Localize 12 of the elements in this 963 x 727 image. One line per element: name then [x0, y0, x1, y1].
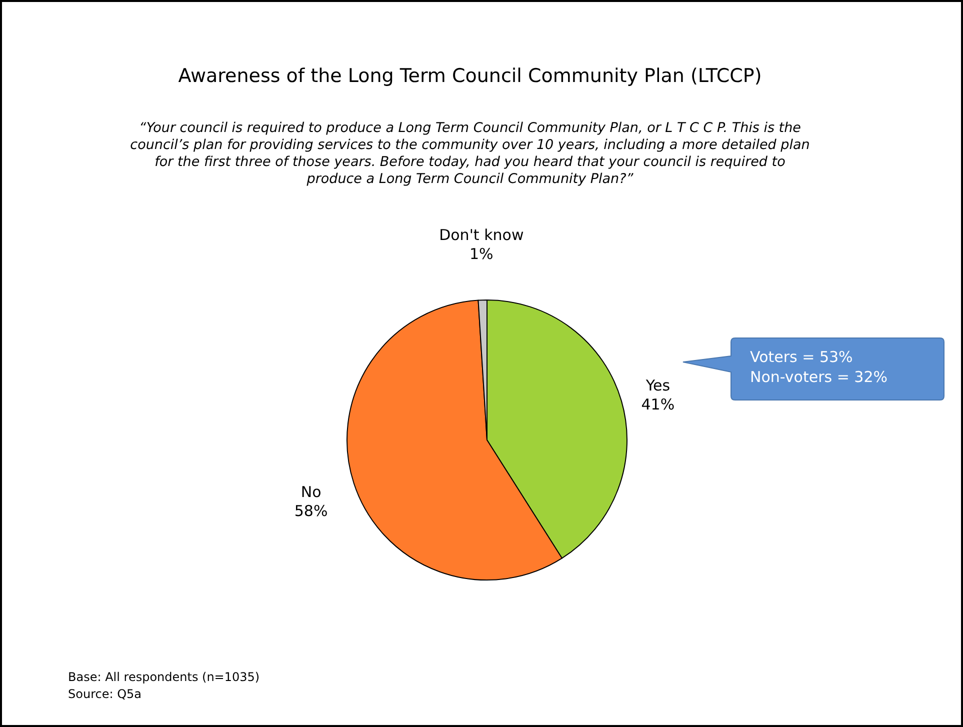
- data-label: 58%: [294, 502, 328, 520]
- text: Non-voters = 32%: [750, 368, 888, 386]
- data-label: 41%: [641, 395, 675, 414]
- source-note: Source: Q5a: [68, 687, 142, 701]
- text: Base: All respondents (n=1035): [68, 670, 260, 684]
- chart-title: Awareness of the Long Term Council Community Plan (LTCCP): [178, 65, 762, 87]
- slice-label: No: [300, 483, 322, 502]
- data-label: 1%: [470, 245, 494, 264]
- text: Voters = 53%: [750, 348, 853, 366]
- slice-label: Yes: [644, 376, 670, 394]
- slice-label: Don't know: [439, 226, 524, 244]
- chart-subtitle: “Your council is required to produce a Long Term Council Community Plan, or L T C C P. This is the council’s plan for providing services to the community over 10 years, including a more detailed plan for the first three of those years. Before today, had you heard that your council is required to produce a Long Term Council Community Plan?”: [130, 120, 810, 187]
